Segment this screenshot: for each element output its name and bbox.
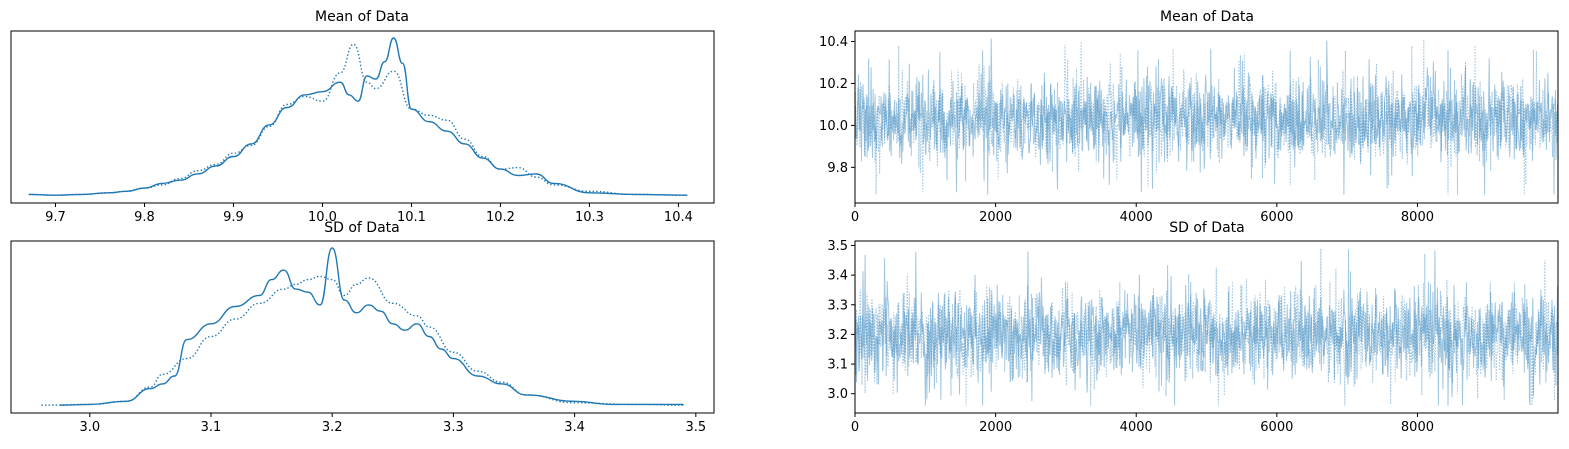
panel-mean-trace: Mean of Data 0 2000 4000 6000 8000 9.8 10.0 10.…	[819, 9, 1559, 225]
y-tick-label: 9.8	[827, 161, 848, 176]
y-tick-label: 10.0	[819, 119, 848, 134]
x-tick-label: 9.8	[134, 210, 155, 225]
y-tick-label: 10.4	[819, 35, 848, 50]
x-tick-label: 0	[851, 420, 859, 435]
y-tick-label: 3.4	[827, 269, 848, 284]
axes-frame	[854, 30, 1559, 204]
panel-title: Mean of Data	[315, 9, 409, 25]
x-tick-label: 6000	[1260, 420, 1293, 435]
x-tick-label: 10.4	[664, 210, 693, 225]
y-tick-label: 3.0	[827, 387, 848, 402]
axes-frame	[10, 240, 715, 414]
x-tick-label: 6000	[1260, 210, 1293, 225]
x-tick-label: 3.4	[564, 420, 585, 435]
panel-sd-trace: SD of Data 0 2000 4000 6000 8000 3.0 3.1 3.2 3.3…	[827, 220, 1559, 435]
kde-line-chain-1	[28, 37, 688, 196]
x-tick-label: 9.7	[45, 210, 66, 225]
trace-line-chain-1	[854, 38, 1559, 195]
panel-title: Mean of Data	[1160, 9, 1254, 25]
x-tick-label: 0	[851, 210, 859, 225]
panel-title: SD of Data	[324, 220, 400, 236]
x-tick-label: 3.0	[79, 420, 100, 435]
y-tick-label: 3.1	[827, 358, 848, 373]
kde-line-chain-2	[28, 43, 688, 196]
x-tick-label: 9.9	[223, 210, 244, 225]
x-tick-label: 4000	[1120, 420, 1153, 435]
x-tick-label: 2000	[979, 420, 1012, 435]
y-tick-label: 3.3	[827, 298, 848, 313]
x-tick-label: 3.5	[685, 420, 706, 435]
axes-frame	[10, 30, 715, 204]
y-tick-label: 10.2	[819, 77, 848, 92]
panel-title: SD of Data	[1169, 220, 1245, 236]
x-tick-label: 8000	[1401, 420, 1434, 435]
x-tick-label: 3.2	[322, 420, 343, 435]
kde-line-chain-1	[59, 247, 684, 406]
x-tick-label: 10.3	[575, 210, 604, 225]
x-tick-label: 8000	[1401, 210, 1434, 225]
panel-mean-kde: Mean of Data 9.7 9.8 9.9 10.0 10.1 10.2 10.3 10…	[10, 9, 715, 225]
axes-frame	[854, 240, 1559, 414]
trace-line-chain-1	[854, 249, 1559, 406]
trace-line-chain-2	[854, 248, 1559, 406]
trace-line-chain-2	[854, 39, 1559, 195]
x-tick-label: 10.0	[308, 210, 337, 225]
x-tick-label: 10.1	[397, 210, 426, 225]
x-tick-label: 3.3	[443, 420, 464, 435]
x-tick-label: 4000	[1120, 210, 1153, 225]
x-tick-label: 2000	[979, 210, 1012, 225]
kde-line-chain-2	[41, 275, 684, 406]
x-tick-label: 10.2	[486, 210, 515, 225]
y-tick-label: 3.2	[827, 328, 848, 343]
y-tick-label: 3.5	[827, 239, 848, 254]
x-tick-label: 3.1	[201, 420, 222, 435]
panel-sd-kde: SD of Data 3.0 3.1 3.2 3.3 3.4 3.5	[10, 220, 715, 435]
